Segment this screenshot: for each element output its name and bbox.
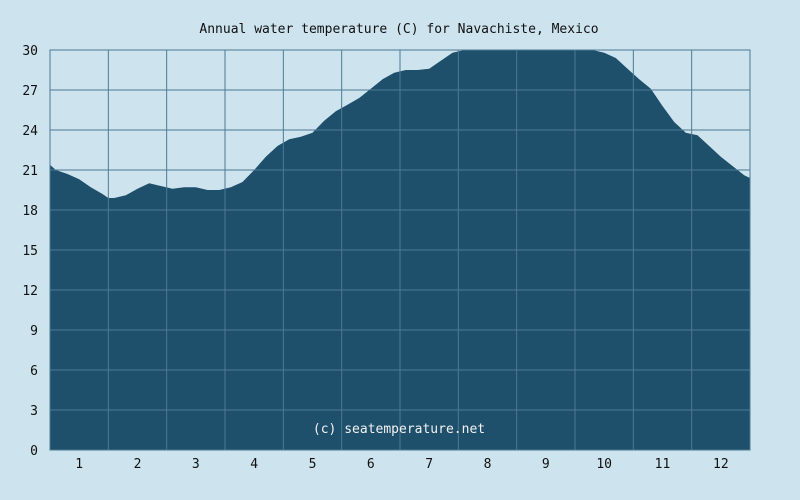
y-tick-label: 30: [22, 44, 38, 59]
x-tick-label: 1: [75, 457, 83, 472]
x-tick-label: 8: [484, 457, 492, 472]
plot-border: [49, 49, 751, 451]
y-tick-label: 24: [22, 124, 38, 139]
plot-area: [49, 49, 751, 451]
x-tick-label: 3: [192, 457, 200, 472]
x-tick-label: 11: [655, 457, 671, 472]
y-tick-label: 9: [30, 324, 38, 339]
x-tick-label: 7: [425, 457, 433, 472]
y-tick-label: 0: [30, 444, 38, 459]
watermark: (c) seatemperature.net: [313, 422, 485, 437]
x-tick-label: 5: [309, 457, 317, 472]
x-tick-label: 9: [542, 457, 550, 472]
y-tick-label: 21: [22, 164, 38, 179]
x-tick-label: 4: [250, 457, 258, 472]
y-tick-label: 3: [30, 404, 38, 419]
x-tick-label: 2: [134, 457, 142, 472]
chart-title: Annual water temperature (C) for Navachi…: [199, 22, 598, 37]
y-tick-label: 18: [22, 204, 38, 219]
x-tick-label: 6: [367, 457, 375, 472]
x-axis-ticks: 1 2 3 4 5 6 7 8 9 10 11 12: [75, 457, 728, 472]
y-tick-label: 12: [22, 284, 38, 299]
x-tick-label: 12: [713, 457, 729, 472]
y-tick-label: 15: [22, 244, 38, 259]
x-tick-label: 10: [596, 457, 612, 472]
y-tick-label: 27: [22, 84, 38, 99]
y-axis-ticks: 0 3 6 9 12 15 18 21 24 27 30: [22, 44, 38, 459]
y-tick-label: 6: [30, 364, 38, 379]
